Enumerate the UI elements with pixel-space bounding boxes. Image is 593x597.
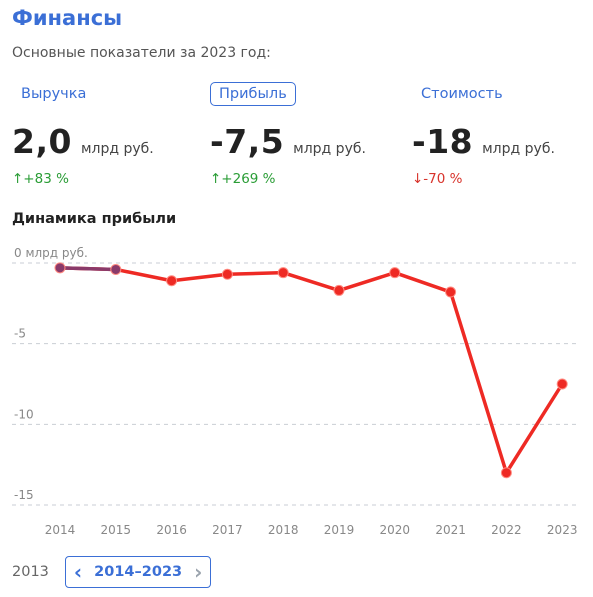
- x-tick-label: 2023: [547, 523, 578, 537]
- tab-profit[interactable]: Прибыль: [210, 82, 296, 106]
- profit-change: ↑+269 %: [210, 171, 276, 187]
- data-point: [333, 284, 345, 296]
- page-title: Финансы: [12, 6, 123, 30]
- metric-value: Стоимость -18 млрд руб. ↓-70 %: [412, 82, 555, 187]
- chevron-right-icon[interactable]: ›: [194, 560, 203, 584]
- data-point: [166, 275, 178, 287]
- data-point: [445, 286, 457, 298]
- x-tick-label: 2014: [45, 523, 76, 537]
- data-point: [556, 378, 568, 390]
- series-line: [58, 266, 564, 475]
- y-tick-label: -5: [14, 327, 26, 341]
- revenue-unit: млрд руб.: [80, 141, 154, 157]
- profit-chart: 0 млрд руб. -5 -10 -15 2014 2015 2016 2017 2018 2…: [12, 246, 580, 537]
- data-point: [54, 262, 66, 274]
- revenue-change: ↑+83 %: [12, 171, 69, 187]
- x-tick-label: 2020: [380, 523, 411, 537]
- y-tick-label: 0 млрд руб.: [14, 246, 88, 260]
- x-tick-label: 2021: [435, 523, 466, 537]
- data-point: [500, 467, 512, 479]
- page-subtitle: Основные показатели за 2023 год:: [12, 45, 271, 61]
- year-range-label: 2014–2023: [94, 564, 183, 580]
- x-tick-label: 2017: [212, 523, 243, 537]
- data-point: [221, 268, 233, 280]
- series-line-highlight: [58, 266, 118, 272]
- chart-title: Динамика прибыли: [12, 211, 177, 227]
- profit-unit: млрд руб.: [293, 141, 366, 157]
- y-tick-label: -10: [14, 407, 34, 421]
- metric-profit: Прибыль -7,5 млрд руб. ↑+269 %: [210, 82, 366, 187]
- revenue-value: 2,0: [12, 122, 72, 161]
- profit-value: -7,5: [210, 122, 285, 161]
- company-value-change: ↓-70 %: [412, 171, 463, 187]
- tab-revenue[interactable]: Выручка: [21, 86, 87, 102]
- x-tick-label: 2022: [491, 523, 522, 537]
- prev-year-link[interactable]: 2013: [12, 564, 49, 580]
- x-tick-label: 2019: [324, 523, 355, 537]
- company-value: -18: [412, 122, 474, 161]
- company-value-unit: млрд руб.: [482, 141, 555, 157]
- x-tick-label: 2018: [268, 523, 299, 537]
- year-range-selector: ‹ 2014–2023 ›: [64, 556, 212, 588]
- metric-revenue: Выручка 2,0 млрд руб. ↑+83 %: [12, 82, 154, 187]
- x-tick-label: 2016: [156, 523, 187, 537]
- data-point: [389, 267, 401, 279]
- tab-value[interactable]: Стоимость: [421, 86, 503, 102]
- y-tick-label: -15: [14, 488, 34, 502]
- chevron-left-icon[interactable]: ‹: [73, 560, 83, 584]
- data-point: [110, 263, 122, 275]
- data-point: [277, 267, 289, 279]
- x-tick-label: 2015: [101, 523, 132, 537]
- year-pager: 2013 ‹ 2014–2023 ›: [12, 556, 212, 588]
